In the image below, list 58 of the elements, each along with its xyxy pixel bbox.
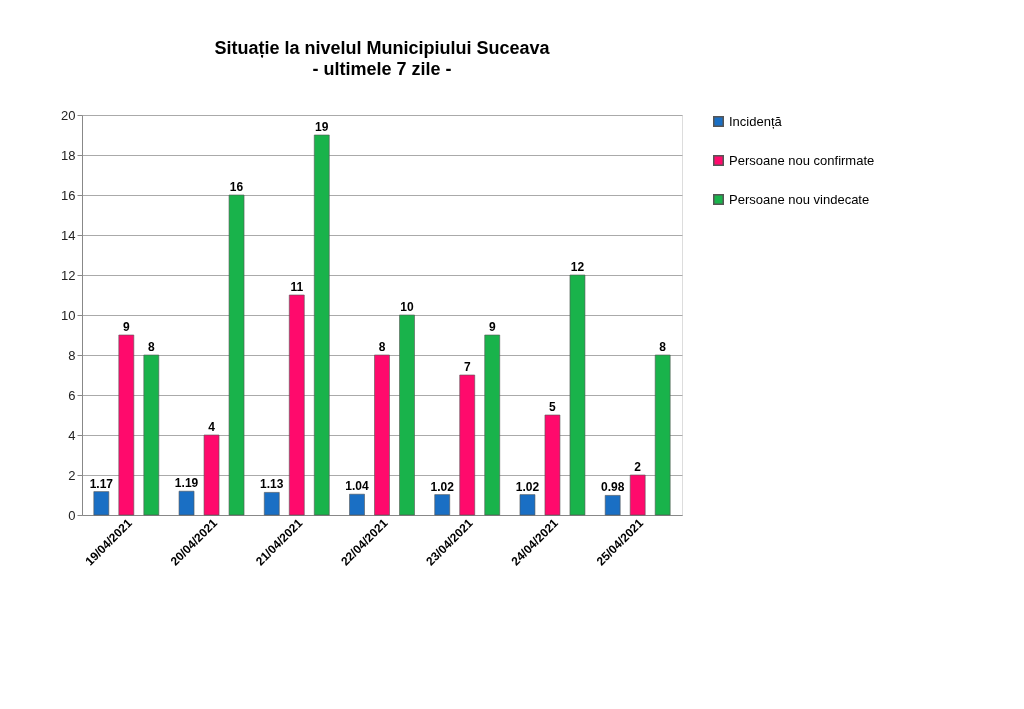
data-label: 1.04 [345, 479, 369, 494]
y-tick-label: 12 [61, 267, 76, 283]
data-label: 9 [122, 320, 130, 334]
bar [118, 334, 135, 516]
bar [143, 354, 160, 516]
y-tick-label: 16 [61, 187, 76, 203]
data-label: 8 [659, 340, 667, 354]
y-tick-label: 0 [68, 507, 76, 523]
bar [313, 134, 330, 516]
bar [228, 194, 245, 516]
y-tick-label: 18 [61, 147, 76, 163]
data-label: 1.02 [515, 479, 540, 494]
data-label: 4 [208, 420, 216, 434]
data-label: 2 [634, 460, 642, 474]
data-label: 16 [229, 180, 244, 194]
chart-subtitle: - ultimele 7 zile - [312, 59, 452, 79]
bar [178, 490, 195, 516]
bar [519, 494, 536, 516]
y-tick-label: 20 [61, 107, 76, 123]
data-label: 0.98 [601, 480, 625, 495]
y-tick-label: 10 [61, 307, 76, 323]
data-label: 1.13 [260, 477, 284, 492]
bar [544, 414, 561, 516]
legend-label: Persoane nou vindecate [729, 191, 870, 207]
bar [93, 491, 110, 516]
legend-label: Persoane nou confirmate [729, 152, 875, 168]
data-label: 8 [378, 340, 386, 354]
y-tick-label: 6 [68, 387, 76, 403]
data-label: 8 [147, 340, 155, 354]
y-tick-label: 8 [68, 347, 76, 363]
y-tick-label: 4 [68, 427, 76, 443]
bar [374, 354, 390, 516]
bar [349, 493, 365, 516]
data-label: 1.02 [430, 479, 455, 494]
bar [604, 495, 621, 516]
bar [288, 294, 305, 516]
bar [654, 354, 671, 516]
data-label: 9 [488, 320, 496, 334]
bar [569, 274, 586, 516]
bar [263, 492, 280, 516]
data-label: 1.19 [174, 476, 199, 491]
data-label: 12 [570, 260, 585, 274]
data-label: 1.17 [89, 476, 114, 491]
bar [484, 334, 501, 516]
data-label: 11 [290, 280, 304, 294]
y-tick-label: 14 [61, 227, 76, 243]
bar [434, 494, 451, 516]
bar [203, 434, 220, 516]
bar [399, 314, 415, 516]
y-tick-label: 2 [68, 467, 76, 483]
bar [629, 474, 646, 516]
data-label: 10 [400, 300, 414, 314]
data-label: 19 [315, 120, 329, 134]
chart-title: Situație la nivelul Municipiului Suceava [214, 38, 551, 58]
legend-label: Incidență [729, 113, 783, 129]
data-label: 5 [549, 400, 557, 414]
bar [459, 374, 476, 516]
data-label: 7 [463, 360, 471, 374]
